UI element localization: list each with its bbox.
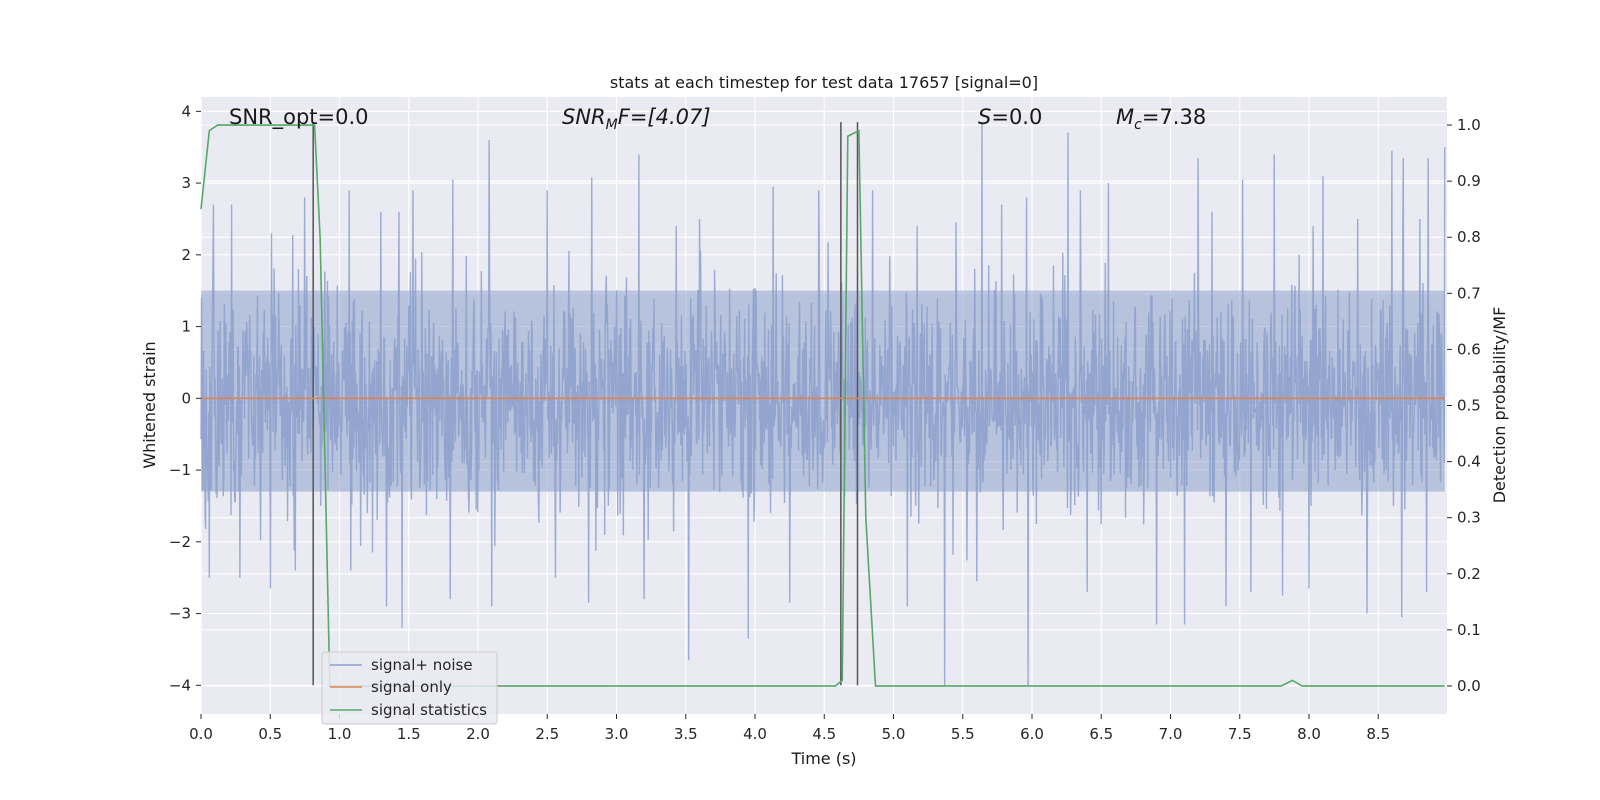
legend: signal+ noise signal only signal statist… <box>321 651 498 725</box>
series-line-signal-statistics <box>200 124 1445 687</box>
x-tick-label: 3.5 <box>674 725 698 743</box>
tick-labels: 0.0 0.5 1.0 1.5 2.0 2.5 3.0 3.5 4.0 4.5 5.0 5.5 6.0 6… <box>169 102 1481 743</box>
annotation-snr-opt: SNR_opt=0.0 <box>229 105 369 130</box>
annotation-snr-mf-f: F=[4.07] <box>618 105 711 129</box>
x-tick-label: 2.0 <box>466 725 490 743</box>
x-tick-label: 4.5 <box>812 725 836 743</box>
series-signal-plus-noise <box>200 122 1446 686</box>
annotation-s: S=0.0 <box>978 105 1042 129</box>
annotation-s-symbol: S <box>978 105 991 129</box>
annotation-mc-base: M <box>1116 105 1134 129</box>
x-tick-label: 5.0 <box>882 725 906 743</box>
y-tick-label: 2 <box>181 246 191 264</box>
annotation-snr-mf: SNRMF=[4.07] <box>562 105 711 133</box>
x-tick-label: 1.0 <box>328 725 352 743</box>
y2-tick-label: 0.3 <box>1457 509 1481 527</box>
y-tick-label: −1 <box>169 461 191 479</box>
legend-label-signal-plus-noise: signal+ noise <box>371 656 473 674</box>
chart-title: stats at each timestep for test data 176… <box>610 73 1038 92</box>
y2-axis-label: Detection probability/MF <box>1490 307 1509 504</box>
y-tick-label: 4 <box>181 102 191 120</box>
y2-tick-label: 0.7 <box>1457 284 1481 302</box>
y2-tick-label: 0.1 <box>1457 621 1481 639</box>
annotation-mc-sub: c <box>1134 117 1142 133</box>
x-tick-label: 5.5 <box>951 725 975 743</box>
x-tick-label: 6.0 <box>1020 725 1044 743</box>
y-tick-label: 1 <box>181 318 191 336</box>
y2-tick-label: 0.4 <box>1457 453 1481 471</box>
y-tick-label: −4 <box>169 676 191 694</box>
x-axis-label: Time (s) <box>790 749 856 768</box>
y-axis-label: Whitened strain <box>140 341 159 468</box>
y-tick-label: −3 <box>169 605 191 623</box>
y2-tick-label: 0.6 <box>1457 340 1481 358</box>
y-tick-label: 3 <box>181 174 191 192</box>
y-tick-label: −2 <box>169 533 191 551</box>
series-line-signal-plus-noise <box>200 122 1446 686</box>
x-tick-label: 8.0 <box>1297 725 1321 743</box>
x-tick-label: 7.0 <box>1159 725 1183 743</box>
vertical-markers <box>312 122 859 686</box>
y-tick-label: 0 <box>181 389 191 407</box>
x-tick-label: 3.0 <box>605 725 629 743</box>
y2-tick-label: 0.8 <box>1457 228 1481 246</box>
legend-label-signal-statistics: signal statistics <box>371 701 487 719</box>
y2-tick-label: 0.9 <box>1457 172 1481 190</box>
x-tick-label: 0.5 <box>258 725 282 743</box>
annotation-mc-value: =7.38 <box>1142 105 1206 129</box>
legend-box <box>321 651 498 725</box>
series-lines <box>200 124 1445 687</box>
annotation-mc: Mc=7.38 <box>1116 105 1206 133</box>
x-tick-label: 0.0 <box>189 725 213 743</box>
x-tick-label: 8.5 <box>1366 725 1390 743</box>
y2-tick-label: 1.0 <box>1457 116 1481 134</box>
annotation-snr-mf-base: SNR <box>562 105 606 129</box>
x-tick-label: 7.5 <box>1228 725 1252 743</box>
y2-tick-label: 0.5 <box>1457 397 1481 415</box>
y2-tick-label: 0.0 <box>1457 677 1481 695</box>
y2-tick-label: 0.2 <box>1457 565 1481 583</box>
x-tick-label: 6.5 <box>1089 725 1113 743</box>
annotation-snr-mf-sub: M <box>606 117 618 133</box>
x-tick-label: 2.5 <box>535 725 559 743</box>
legend-label-signal-only: signal only <box>371 678 452 696</box>
annotation-s-value: =0.0 <box>991 105 1042 129</box>
x-tick-label: 4.0 <box>743 725 767 743</box>
x-tick-label: 1.5 <box>397 725 421 743</box>
